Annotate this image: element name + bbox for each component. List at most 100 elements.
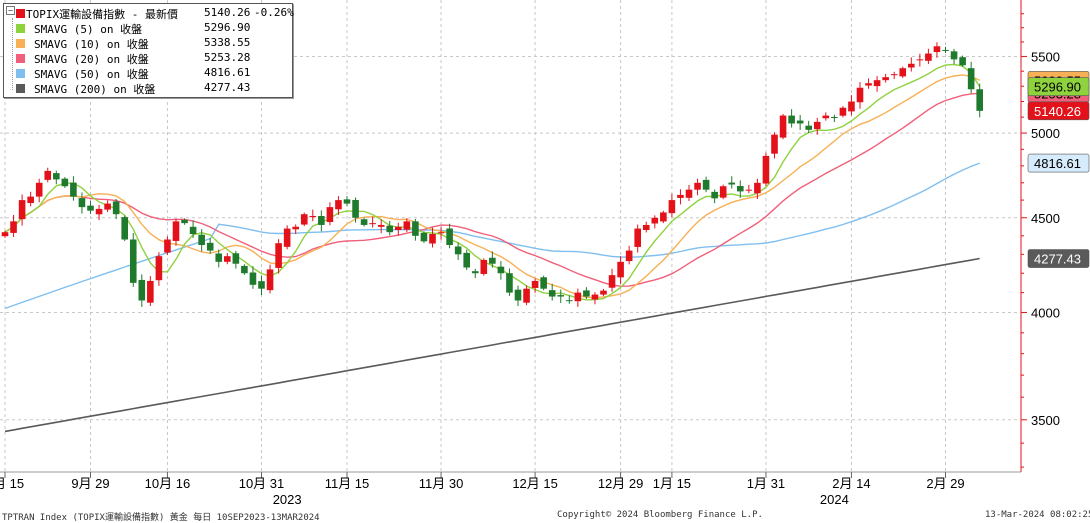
sma200-line (4, 257, 980, 433)
candle-body (754, 182, 761, 194)
legend-value: 5140.26 (204, 6, 251, 19)
series-swatch-icon (16, 54, 25, 63)
candle-body (386, 225, 394, 233)
candle-body (206, 242, 214, 251)
legend-label: SMAVG (20) on 收盤 (34, 53, 149, 66)
legend-row-sma20[interactable]: SMAVG (20) on 收盤 5253.28 (4, 51, 292, 66)
candle-body (454, 246, 462, 255)
candle-body (138, 279, 146, 301)
candle-body (44, 170, 52, 180)
candle-body (694, 182, 701, 190)
candle-body (360, 219, 368, 225)
candle-body (719, 186, 727, 198)
x-tick-label: 12月 29 (598, 476, 644, 491)
candle-body (702, 179, 710, 190)
candle-body (779, 115, 787, 138)
price-label-text: 4816.61 (1034, 156, 1081, 171)
candle-body (292, 226, 299, 230)
candle-body (617, 261, 624, 278)
candle-body (155, 256, 163, 281)
candle-body (933, 46, 941, 53)
candle-body (899, 68, 907, 77)
candle-body (395, 226, 402, 230)
legend-change: -0.26% (254, 6, 294, 19)
footer-security-info: TPTRAN Index (TOPIX運輸設備指數) 黃金 每日 10SEP20… (2, 513, 320, 523)
candle-body (241, 265, 248, 274)
candle-body (600, 290, 607, 295)
candle-body (523, 288, 530, 303)
candle-body (813, 121, 821, 130)
candle-body (805, 125, 812, 130)
candle-body (831, 117, 838, 119)
legend-value: 4277.43 (204, 81, 251, 94)
series-swatch-icon (16, 24, 25, 33)
candle-body (566, 300, 573, 302)
legend-label: SMAVG (200) on 收盤 (34, 83, 156, 96)
candle-body (925, 53, 932, 61)
legend-row-sma10[interactable]: SMAVG (10) on 收盤 5338.55 (4, 36, 292, 51)
candle-body (574, 292, 582, 302)
x-tick-label: 10月 31 (239, 476, 285, 491)
candle-body (976, 89, 983, 111)
candle-body (668, 200, 676, 214)
x-tick-label: 12月 15 (512, 476, 558, 491)
candle-body (129, 239, 137, 283)
candle-body (403, 221, 411, 230)
legend-tree-line (12, 18, 14, 90)
legend-collapse-icon[interactable]: − (6, 6, 15, 15)
sma20-line (4, 92, 980, 287)
candle-body (78, 198, 86, 208)
legend-row-sma200[interactable]: SMAVG (200) on 收盤 4277.43 (4, 81, 292, 96)
candle-body (446, 228, 453, 246)
price-label-text: 4277.43 (1034, 252, 1081, 267)
x-tick-label: 10月 16 (145, 476, 191, 491)
candle-body (10, 221, 17, 233)
candle-body (788, 115, 795, 124)
price-label-box (1027, 101, 1090, 121)
candle-body (309, 215, 317, 218)
candle-body (266, 269, 274, 291)
y-tick-label: 5500 (1031, 49, 1060, 64)
legend-value: 4816.61 (204, 66, 251, 79)
footer-timestamp: 13-Mar-2024 08:02:25 (985, 510, 1090, 520)
candle-body (471, 271, 479, 274)
candle-body (865, 83, 872, 86)
candle-body (625, 250, 633, 262)
price-label-box (1027, 249, 1090, 268)
candle-body (651, 217, 659, 224)
y-tick-label: 4500 (1031, 211, 1060, 226)
price-label-box (1027, 153, 1090, 173)
candle-body (318, 215, 325, 225)
candle-body (737, 185, 744, 192)
candle-body (497, 266, 505, 274)
candle-body (164, 239, 171, 253)
candle-body (822, 115, 830, 119)
candle-body (369, 223, 376, 225)
candle-body (514, 289, 522, 301)
x-tick-label: 1月 31 (747, 476, 785, 491)
candle-body (104, 203, 111, 210)
x-tick-label: 1月 15 (653, 476, 691, 491)
candle-body (198, 234, 205, 246)
legend-row-sma5[interactable]: SMAVG (5) on 收盤 5296.90 (4, 21, 292, 36)
candle-body (839, 107, 847, 116)
candle-body (848, 101, 855, 112)
candle-body (377, 224, 385, 227)
legend-row-sma50[interactable]: SMAVG (50) on 收盤 4816.61 (4, 66, 292, 81)
series-swatch-icon (16, 84, 25, 93)
candle-body (745, 189, 753, 191)
candle-body (959, 57, 966, 66)
candle-body (531, 280, 539, 288)
legend-row-main[interactable]: TOPIX運輸設備指數 - 最新價 5140.26 -0.26% (4, 6, 294, 21)
candle-body (95, 208, 103, 215)
legend-label: SMAVG (50) on 收盤 (34, 68, 149, 81)
chart-legend: − TOPIX運輸設備指數 - 最新價 5140.26 -0.26% SMAVG… (3, 3, 294, 98)
candle-body (352, 199, 359, 218)
legend-value: 5253.28 (204, 51, 251, 64)
candle-body (326, 207, 334, 223)
legend-label: TOPIX運輸設備指數 - 最新價 (26, 8, 178, 21)
candle-body (412, 221, 419, 236)
price-label-box (1027, 77, 1090, 96)
candle-body (335, 200, 342, 210)
